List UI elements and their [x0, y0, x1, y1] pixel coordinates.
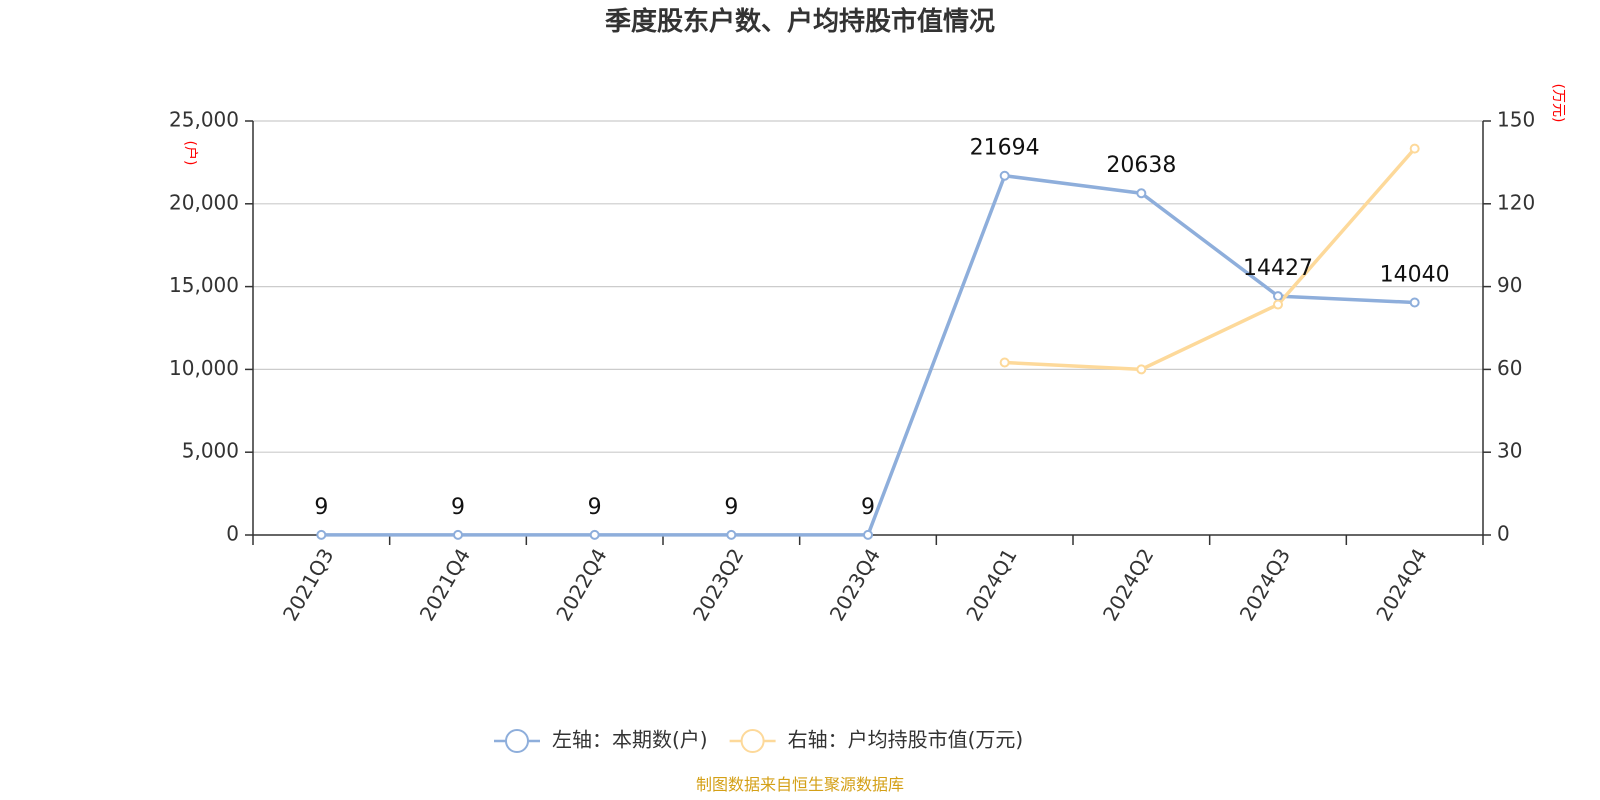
data-label: 20638 [1106, 153, 1176, 178]
x-tick-label: 2023Q2 [688, 544, 748, 625]
data-point [589, 529, 600, 540]
x-tick-label: 2024Q1 [961, 544, 1021, 625]
x-tick-label: 2022Q4 [551, 544, 611, 625]
left-axis-unit: (户) [182, 141, 199, 166]
data-label: 9 [861, 495, 875, 520]
data-point [999, 170, 1010, 181]
series-line-0 [321, 173, 1415, 537]
series-lines [321, 147, 1416, 537]
x-tick-label: 2021Q3 [278, 544, 338, 625]
legend-label: 左轴：本期数(户) [552, 728, 708, 752]
legend-item-0[interactable]: 左轴：本期数(户) [494, 728, 708, 753]
left-tick-label: 25,000 [169, 108, 239, 132]
left-tick-label: 15,000 [169, 273, 239, 297]
data-point [1409, 297, 1420, 308]
series-line-1 [1004, 147, 1416, 372]
data-point [999, 357, 1010, 368]
data-label: 9 [451, 495, 465, 520]
data-label: 21694 [970, 136, 1040, 161]
data-label: 9 [724, 495, 738, 520]
right-tick-label: 90 [1497, 273, 1522, 297]
source-note: 制图数据来自恒生聚源数据库 [696, 775, 904, 794]
x-tick-label: 2024Q2 [1098, 544, 1158, 625]
data-labels: 9 9 9 9 9 21694 20638 14427 14040 [314, 136, 1449, 520]
right-tick-label: 120 [1497, 190, 1535, 214]
legend-marker [505, 729, 529, 753]
x-tick-label: 2024Q3 [1235, 544, 1295, 625]
chart-title: 季度股东户数、户均持股市值情况 [605, 6, 995, 37]
data-point [1409, 143, 1420, 154]
left-tick-label: 10,000 [169, 356, 239, 380]
series-points [316, 143, 1420, 540]
right-tick-label: 60 [1497, 356, 1522, 380]
x-tick-label: 2023Q4 [825, 544, 885, 625]
data-point [726, 529, 737, 540]
data-point [316, 529, 327, 540]
left-tick-label: 20,000 [169, 190, 239, 214]
x-tick-label: 2024Q4 [1371, 544, 1431, 625]
left-tick-label: 5,000 [182, 439, 239, 463]
right-axis-unit: (万元) [1550, 84, 1566, 123]
grid-lines [253, 120, 1483, 453]
legend-marker [740, 729, 765, 753]
data-point [1136, 188, 1147, 199]
data-label: 9 [588, 495, 602, 520]
data-point [1136, 364, 1147, 375]
legend-item-1[interactable]: 右轴：户均持股市值(万元) [729, 728, 1024, 753]
data-label: 9 [314, 495, 328, 520]
x-tick-label: 2021Q4 [415, 544, 475, 625]
legend-label: 右轴：户均持股市值(万元) [788, 728, 1024, 752]
data-point [1273, 291, 1283, 302]
data-label: 14040 [1380, 262, 1450, 287]
data-label: 14427 [1243, 256, 1313, 281]
right-tick-label: 0 [1497, 522, 1510, 546]
axes: 0 5,000 10,000 15,000 20,000 25,000 0 30 60 90 120… [169, 108, 1535, 625]
data-point [863, 529, 873, 540]
right-tick-label: 30 [1497, 439, 1522, 463]
left-tick-label: 0 [226, 522, 239, 546]
legend[interactable]: 左轴：本期数(户) 右轴：户均持股市值(万元) [494, 728, 1023, 753]
data-point [1273, 299, 1283, 310]
data-point [453, 529, 463, 540]
right-tick-label: 150 [1497, 108, 1535, 132]
